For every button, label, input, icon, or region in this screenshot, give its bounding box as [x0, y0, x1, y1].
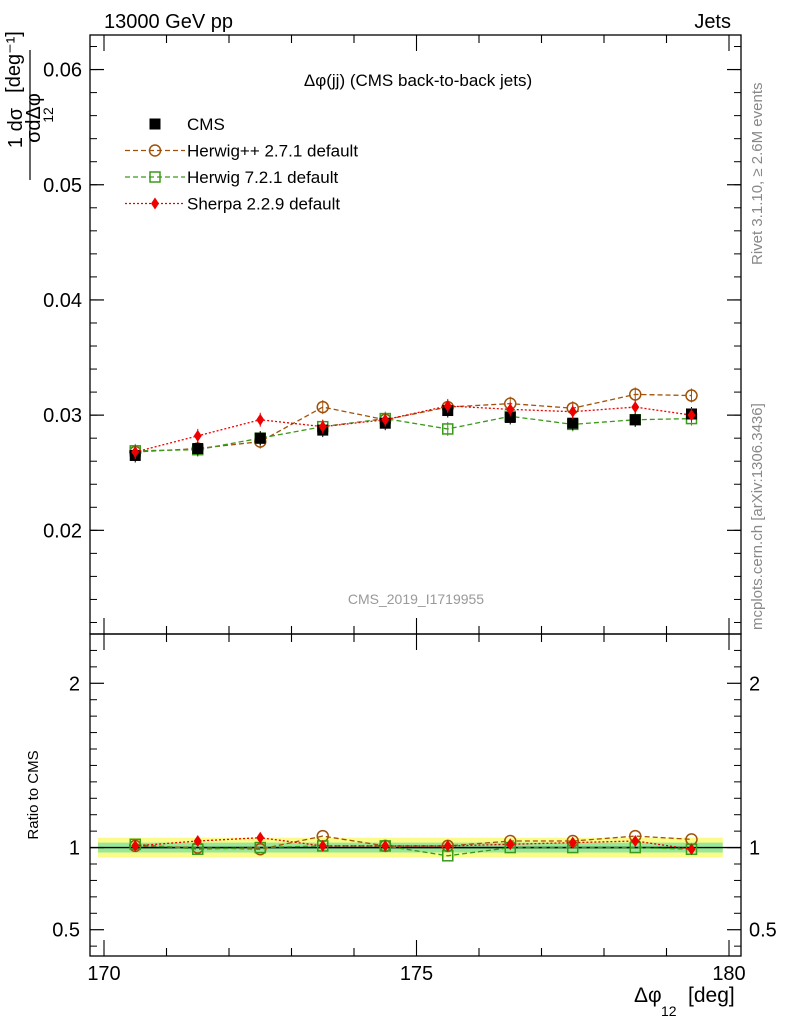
data-point: [318, 420, 327, 433]
mcplots-label: mcplots.cern.ch [arXiv:1306.3436]: [749, 403, 766, 630]
x-tick-labels: 170 175 180: [87, 963, 745, 985]
y-tick-label: 0.03: [43, 405, 82, 427]
ratio-point: [381, 839, 390, 852]
data-point: [381, 413, 390, 426]
series-line: [135, 393, 692, 453]
series-line: [135, 405, 692, 453]
ylabel-unit: [deg⁻¹]: [3, 31, 25, 93]
rivet-label: Rivet 3.1.10, ≥ 2.6M events: [749, 83, 766, 266]
ylabel-numerator: 1 dσ: [5, 107, 27, 148]
x-tick-label: 180: [712, 963, 745, 985]
main-ylabel: 1 dσ σdΔφ 12 [deg⁻¹]: [3, 31, 56, 180]
main-panel: 0.02 0.03 0.04 0.05 0.06 Δφ(jj) (CMS back-to…: [43, 34, 742, 635]
data-point: [192, 443, 204, 455]
legend-marker: [151, 197, 159, 210]
legend-marker: [148, 144, 162, 157]
ratio-point: [568, 836, 577, 849]
data-point: [256, 413, 265, 426]
ratio-line: [135, 843, 692, 857]
ratio-tick-label: 0.5: [52, 920, 80, 942]
analysis-id: CMS_2019_I1719955: [348, 591, 484, 607]
legend-label: Sherpa 2.2.9 default: [187, 195, 340, 214]
ratio-line: [135, 835, 692, 850]
data-point: [254, 432, 266, 444]
xlabel-text: Δφ: [634, 984, 662, 1007]
data-point: [685, 389, 698, 402]
x-tick-label: 170: [87, 963, 120, 985]
legend-label: Herwig 7.2.1 default: [187, 168, 338, 187]
data-point: [504, 411, 516, 423]
data-point: [687, 409, 696, 422]
ylabel-denominator: σdΔφ: [23, 93, 45, 143]
legend-marker: [149, 171, 161, 183]
ylabel-subscript: 12: [40, 107, 56, 123]
data-point: [506, 403, 515, 416]
data-point: [316, 400, 329, 414]
data-point: [567, 417, 579, 429]
ratio-series: [129, 829, 698, 862]
y-tick-label: 0.05: [43, 175, 82, 197]
y-tick-label: 0.02: [43, 520, 82, 542]
y-tick-label: 0.04: [43, 290, 82, 312]
legend-marker: [149, 118, 161, 130]
ratio-tick-label-right: 2: [749, 673, 760, 695]
xlabel: Δφ 12 [deg]: [634, 984, 735, 1019]
data-point: [568, 405, 577, 418]
ratio-frame: [89, 633, 742, 957]
xlabel-subscript: 12: [661, 1003, 677, 1019]
x-tick-label: 175: [400, 963, 433, 985]
ratio-point: [256, 831, 265, 844]
ratio-point: [506, 838, 515, 851]
data-point: [131, 445, 140, 458]
main-ticks: 0.02 0.03 0.04 0.05 0.06: [43, 35, 741, 634]
chart-title: Δφ(jj) (CMS back-to-back jets): [304, 71, 532, 90]
ratio-point: [443, 839, 452, 852]
ratio-point: [131, 839, 140, 852]
ratio-tick-label-right: 0.5: [749, 920, 777, 942]
data-point: [631, 401, 640, 414]
ratio-ticks: 0.5 0.5 1 1 2 2: [52, 634, 777, 956]
data-point: [442, 423, 454, 435]
ratio-tick-label-right: 1: [749, 838, 760, 860]
legend: CMS Herwig++ 2.7.1 default Herwig 7.2.1 de…: [125, 115, 358, 214]
ratio-ylabel: Ratio to CMS: [25, 750, 42, 839]
y-tick-label: 0.06: [43, 60, 82, 82]
ratio-tick-label: 1: [69, 838, 80, 860]
data-point: [193, 429, 202, 442]
data-point: [629, 388, 642, 401]
data-point: [443, 399, 452, 412]
xlabel-unit: [deg]: [688, 984, 735, 1007]
header-energy: 13000 GeV pp: [104, 11, 233, 33]
legend-label: CMS: [187, 115, 225, 134]
ratio-line: [135, 837, 692, 850]
ratio-tick-label: 2: [69, 673, 80, 695]
data-point: [629, 414, 641, 426]
series-line: [135, 415, 692, 452]
ratio-point: [687, 843, 696, 856]
main-series: [129, 387, 698, 463]
ratio-point: [318, 839, 327, 852]
ratio-point: [193, 835, 202, 847]
ratio-panel: 0.5 0.5 1 1 2 2 Ratio to CMS: [25, 633, 777, 957]
legend-label: Herwig++ 2.7.1 default: [187, 142, 358, 161]
header-process: Jets: [694, 11, 731, 33]
ratio-point: [631, 835, 640, 847]
